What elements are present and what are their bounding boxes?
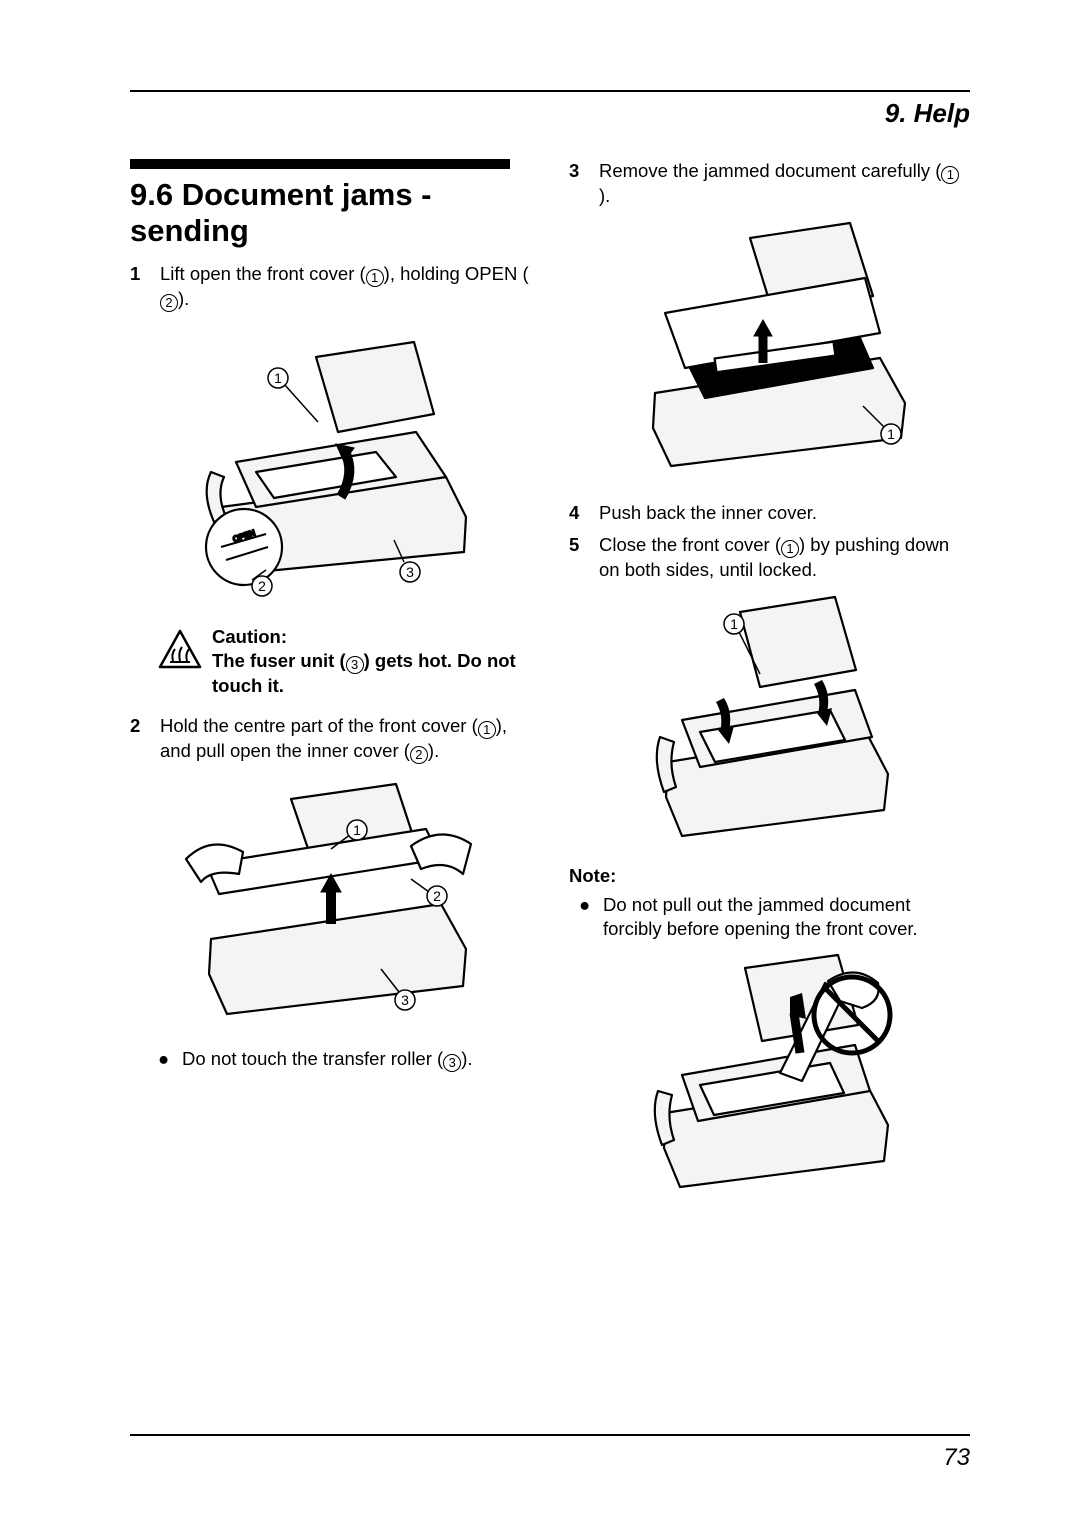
step-1: 1 Lift open the front cover (1), holding… [130, 262, 531, 312]
figure-4: 1 [569, 592, 970, 847]
caution-block: Caution: The fuser unit (3) gets hot. Do… [158, 625, 531, 698]
fig-label: 1 [730, 616, 738, 632]
page-number: 73 [943, 1444, 970, 1472]
ref-circle: 1 [478, 721, 496, 739]
bullet-dot: ● [579, 893, 593, 941]
ref-circle: 1 [941, 166, 959, 184]
section-bar [130, 159, 510, 169]
figure-5 [569, 953, 970, 1198]
ref-circle: 1 [366, 269, 384, 287]
section-number: 9.6 [130, 177, 173, 212]
printer-illustration: 1 2 3 [171, 774, 491, 1024]
printer-illustration: 1 [615, 218, 925, 478]
printer-illustration: 1 [630, 592, 910, 842]
footer-rule [130, 1434, 970, 1436]
step-num: 3 [569, 159, 587, 208]
caution-text: Caution: The fuser unit (3) gets hot. Do… [212, 625, 531, 698]
step-3: 3 Remove the jammed document carefully (… [569, 159, 970, 208]
fig-label: 1 [274, 370, 282, 386]
bullet-transfer-roller: ● Do not touch the transfer roller (3). [158, 1047, 531, 1072]
step-text: Lift open the front cover (1), holding O… [160, 262, 531, 312]
step-4: 4 Push back the inner cover. [569, 501, 970, 525]
heat-warning-icon [158, 629, 202, 669]
printer-illustration: OPEN 1 2 [166, 322, 496, 602]
step-text: Close the front cover (1) by pushing dow… [599, 533, 970, 582]
fig-label: 3 [401, 992, 409, 1008]
figure-1: OPEN 1 2 [130, 322, 531, 607]
fig-label: 2 [433, 888, 441, 904]
ref-circle: 3 [443, 1054, 461, 1072]
note-label: Note: [569, 865, 970, 887]
ref-circle: 2 [160, 294, 178, 312]
left-column: 9.6 Document jams - sending 1 Lift open … [130, 159, 531, 1216]
figure-2: 1 2 3 [130, 774, 531, 1029]
right-column: 3 Remove the jammed document carefully (… [569, 159, 970, 1216]
ref-circle: 1 [781, 540, 799, 558]
header-rule [130, 90, 970, 92]
note-text: Do not pull out the jammed document forc… [603, 893, 970, 941]
step-text: Hold the centre part of the front cover … [160, 714, 531, 764]
section-title: 9.6 Document jams - sending [130, 177, 531, 248]
content-columns: 9.6 Document jams - sending 1 Lift open … [130, 159, 970, 1216]
fig-label: 2 [258, 578, 266, 594]
step-2: 2 Hold the centre part of the front cove… [130, 714, 531, 764]
step-text: Push back the inner cover. [599, 501, 970, 525]
chapter-label: 9. Help [130, 98, 970, 129]
step-num: 1 [130, 262, 148, 312]
ref-circle: 2 [410, 746, 428, 764]
bullet-dot: ● [158, 1047, 172, 1072]
fig-label: 1 [887, 426, 895, 442]
printer-illustration-prohibited [630, 953, 910, 1193]
step-num: 2 [130, 714, 148, 764]
step-num: 4 [569, 501, 587, 525]
ref-circle: 3 [346, 656, 364, 674]
figure-3: 1 [569, 218, 970, 483]
bullet-text: Do not touch the transfer roller (3). [182, 1047, 473, 1072]
note-bullet: ● Do not pull out the jammed document fo… [579, 893, 970, 941]
step-text: Remove the jammed document carefully (1)… [599, 159, 970, 208]
fig-label: 1 [353, 822, 361, 838]
step-num: 5 [569, 533, 587, 582]
fig-label: 3 [406, 564, 414, 580]
step-5: 5 Close the front cover (1) by pushing d… [569, 533, 970, 582]
section-title-text: Document jams - sending [130, 177, 432, 248]
